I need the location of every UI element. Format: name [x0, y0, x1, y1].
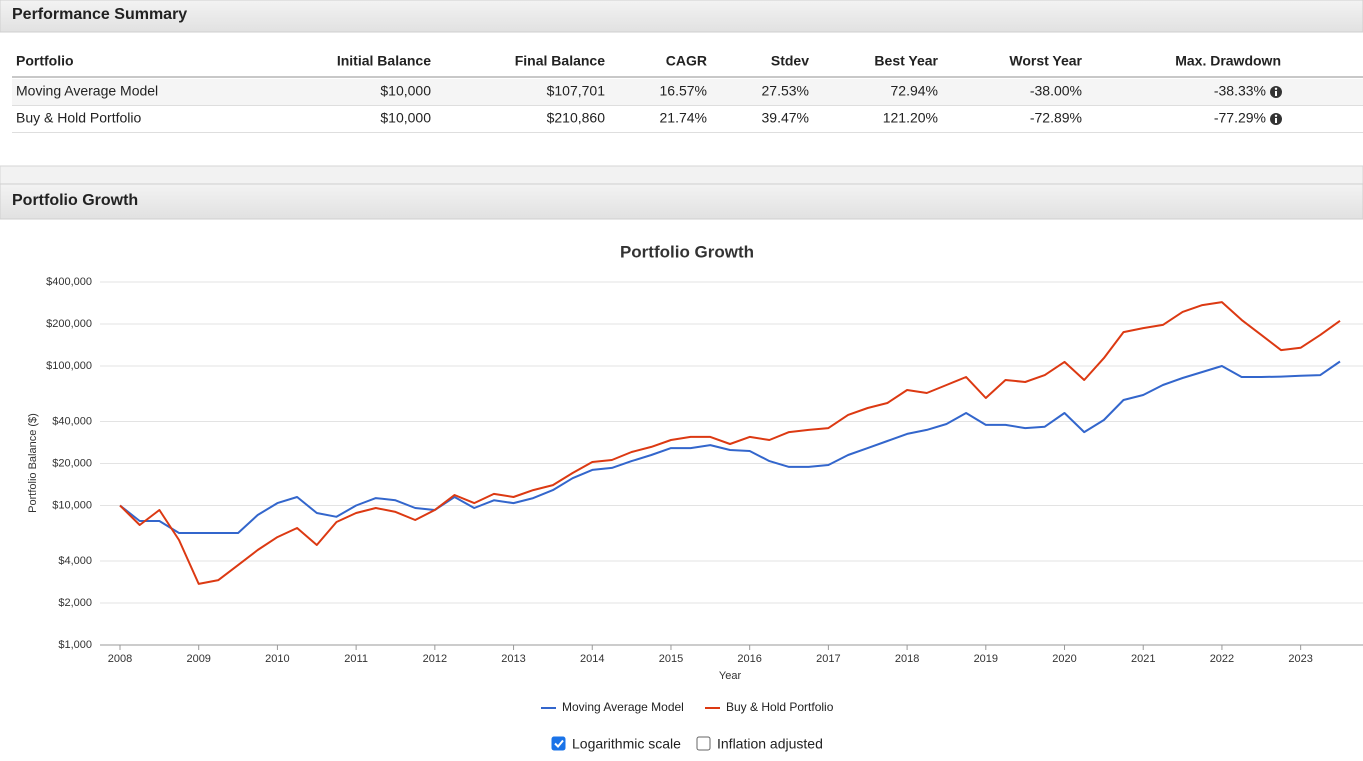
- checkbox-label[interactable]: Inflation adjusted: [717, 736, 823, 752]
- checkbox-box[interactable]: [696, 736, 711, 751]
- table-cell: 21.74%: [660, 110, 707, 126]
- column-header: Portfolio: [16, 53, 74, 69]
- column-header: Final Balance: [515, 53, 605, 69]
- info-icon[interactable]: [1270, 86, 1282, 98]
- x-tick-label: 2018: [895, 653, 919, 665]
- column-header: Initial Balance: [337, 53, 431, 69]
- legend-item[interactable]: Buy & Hold Portfolio: [705, 700, 834, 714]
- column-header: Worst Year: [1009, 53, 1082, 69]
- chart-title: Portfolio Growth: [620, 242, 754, 261]
- x-tick-label: 2021: [1131, 653, 1155, 665]
- legend-label: Moving Average Model: [562, 700, 684, 714]
- y-tick-label: $40,000: [52, 415, 92, 427]
- table-cell: 27.53%: [762, 83, 809, 99]
- x-tick-label: 2017: [816, 653, 840, 665]
- table-cell: -38.00%: [1030, 83, 1082, 99]
- row-stripe: [12, 79, 1363, 105]
- section-title: Portfolio Growth: [12, 192, 138, 209]
- checkbox[interactable]: Logarithmic scale: [551, 736, 681, 752]
- column-header: Best Year: [874, 53, 938, 69]
- y-tick-label: $1,000: [58, 639, 92, 651]
- x-tick-label: 2010: [265, 653, 289, 665]
- x-tick-label: 2016: [737, 653, 761, 665]
- y-tick-label: $200,000: [46, 318, 92, 330]
- table-cell: Buy & Hold Portfolio: [16, 110, 141, 126]
- table-cell: 121.20%: [883, 110, 938, 126]
- table-cell: $210,860: [547, 110, 606, 126]
- legend-label: Buy & Hold Portfolio: [726, 700, 834, 714]
- table-cell: $10,000: [380, 83, 431, 99]
- checkbox-label[interactable]: Logarithmic scale: [572, 736, 681, 752]
- x-tick-label: 2011: [344, 653, 368, 665]
- x-axis-label: Year: [719, 670, 742, 682]
- x-tick-label: 2022: [1210, 653, 1234, 665]
- x-tick-label: 2023: [1288, 653, 1312, 665]
- table-cell: 39.47%: [762, 110, 809, 126]
- series-line: [119, 301, 1341, 585]
- y-tick-label: $2,000: [58, 597, 92, 609]
- y-tick-label: $400,000: [46, 276, 92, 288]
- table-cell: $10,000: [380, 110, 431, 126]
- y-tick-label: $10,000: [52, 499, 92, 511]
- section-header: [0, 183, 1363, 220]
- info-icon[interactable]: [1270, 113, 1282, 125]
- x-tick-label: 2019: [974, 653, 998, 665]
- x-tick-label: 2012: [423, 653, 447, 665]
- x-tick-label: 2013: [501, 653, 525, 665]
- y-axis-label: Portfolio Balance ($): [27, 413, 39, 513]
- x-tick-label: 2020: [1052, 653, 1076, 665]
- y-tick-label: $100,000: [46, 360, 92, 372]
- y-tick-label: $4,000: [58, 555, 92, 567]
- column-header: Max. Drawdown: [1175, 53, 1281, 69]
- table-cell: 16.57%: [660, 83, 707, 99]
- legend-item[interactable]: Moving Average Model: [541, 700, 684, 714]
- column-header: Stdev: [771, 53, 809, 69]
- column-header: CAGR: [666, 53, 707, 69]
- table-cell: -72.89%: [1030, 110, 1082, 126]
- x-tick-label: 2009: [186, 653, 210, 665]
- y-tick-label: $20,000: [52, 457, 92, 469]
- table-cell: -38.33%: [1214, 83, 1266, 99]
- table-cell: Moving Average Model: [16, 83, 158, 99]
- table-cell: 72.94%: [891, 83, 938, 99]
- x-tick-label: 2014: [580, 653, 604, 665]
- table-cell: -77.29%: [1214, 110, 1266, 126]
- table-cell: $107,701: [547, 83, 606, 99]
- x-tick-label: 2008: [108, 653, 132, 665]
- section-title: Performance Summary: [12, 6, 187, 23]
- checkbox-check: [554, 739, 564, 748]
- section-separator: [0, 165, 1363, 185]
- series-line: [119, 360, 1341, 534]
- section-header: [0, 0, 1363, 33]
- checkbox[interactable]: Inflation adjusted: [696, 736, 823, 752]
- checkbox-box[interactable]: [551, 736, 566, 751]
- x-tick-label: 2015: [659, 653, 683, 665]
